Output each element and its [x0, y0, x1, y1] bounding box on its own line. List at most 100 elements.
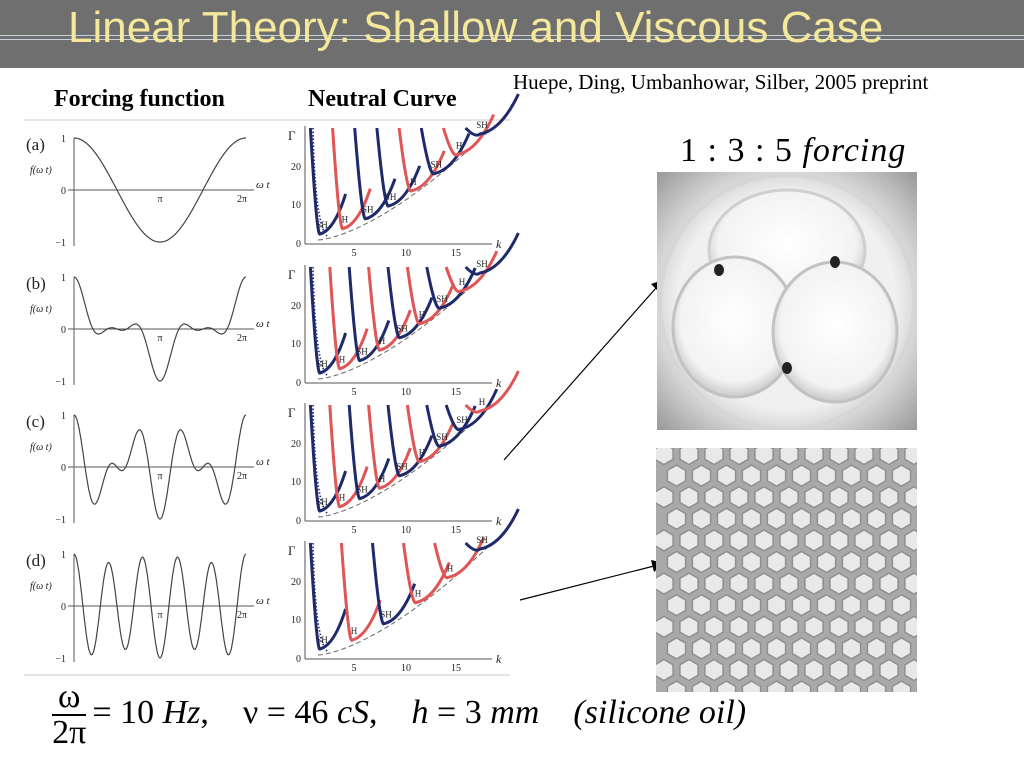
hex-cell: [666, 593, 687, 617]
hex-cell: [891, 593, 912, 617]
neutral-tongue: [397, 127, 446, 193]
neutral-tongue: [464, 93, 520, 137]
tongue-label: SH: [362, 205, 374, 215]
hex-cell: [841, 593, 862, 617]
arrow-to-top-photo: [503, 287, 657, 461]
hex-cell: [829, 448, 849, 466]
hex-cell: [904, 615, 917, 639]
forcing-xtick: π: [157, 194, 162, 205]
neutral-ytick: 0: [296, 654, 301, 665]
forcing-ytick: −1: [55, 515, 66, 526]
hex-cell: [679, 448, 699, 466]
hex-cell: [891, 637, 912, 660]
neutral-tongue: [425, 404, 477, 448]
neutral-tongue: [464, 232, 520, 276]
title-bar: [0, 0, 1024, 68]
neutral-tongue: [347, 266, 391, 363]
hex-cell: [829, 658, 849, 682]
hex-cell: [779, 485, 799, 509]
tongue-label: SH: [316, 359, 328, 369]
title-rule: [0, 39, 1024, 40]
neutral-tongue: [425, 266, 477, 310]
hex-cell: [741, 680, 762, 692]
hex-cell: [754, 529, 774, 552]
neutral-y-label: Γ: [288, 267, 296, 282]
hex-cell: [679, 658, 699, 682]
hex-cell: [716, 593, 737, 617]
hex-cell: [866, 507, 887, 531]
hex-cell: [866, 593, 887, 617]
neutral-tongue: [464, 508, 520, 552]
hex-cell: [841, 680, 862, 692]
hex-cell: [754, 448, 774, 466]
neutral-xtick: 5: [352, 663, 357, 674]
hex-cell: [866, 680, 887, 692]
hex-cell: [766, 507, 787, 531]
tongue-label: SH: [316, 497, 328, 507]
omega-over-2pi: ω 2π: [52, 678, 87, 751]
neutral-ytick: 10: [291, 339, 301, 350]
hex-cell: [779, 529, 799, 552]
neutral-envelope: [317, 406, 491, 518]
hex-cell: [829, 572, 849, 595]
forcing-curve: [74, 137, 246, 243]
tongue-label: SH: [380, 610, 392, 620]
hex-cell: [779, 658, 799, 682]
hex-cell: [879, 485, 899, 509]
hex-cell: [679, 529, 699, 552]
neutral-tongue: [386, 266, 434, 340]
tongue-label: SH: [385, 192, 397, 202]
forcing-ytick: 0: [61, 325, 66, 336]
neutral-tongue: [464, 370, 520, 414]
forcing-xtick: π: [157, 333, 162, 344]
hex-cell: [791, 593, 812, 617]
forcing-xtick: 2π: [237, 194, 247, 205]
hex-cell: [691, 464, 712, 487]
hex-cell: [666, 507, 687, 531]
neutral-x-label: k: [496, 514, 502, 528]
tongue-label: SH: [396, 462, 408, 472]
hex-cell: [656, 529, 674, 552]
hex-cell: [854, 615, 874, 639]
hex-cell: [754, 615, 774, 639]
hex-cell: [804, 485, 824, 509]
hex-cell: [804, 658, 824, 682]
hex-cell: [904, 658, 917, 682]
hex-cell: [741, 550, 762, 574]
tongue-label: SH: [316, 635, 328, 645]
neutral-tongue: [308, 127, 348, 236]
hex-cell: [741, 464, 762, 487]
hex-cell: [729, 658, 749, 682]
hex-cell: [854, 529, 874, 552]
forcing-xtick: π: [157, 471, 162, 482]
hex-cell: [754, 658, 774, 682]
hex-cell: [704, 572, 724, 595]
tongue-label: SH: [316, 220, 328, 230]
hex-cell: [779, 572, 799, 595]
hex-cell: [904, 448, 917, 466]
hex-cell: [791, 637, 812, 660]
neutral-x-label: k: [496, 652, 502, 666]
hex-cell: [704, 448, 724, 466]
arrow-to-bottom-photo: [519, 565, 655, 601]
forcing-ytick: 0: [61, 463, 66, 474]
hex-cell: [741, 637, 762, 660]
slide-title: Linear Theory: Shallow and Viscous Case: [68, 3, 884, 52]
hex-cell: [779, 448, 799, 466]
tongue-label: H: [351, 626, 358, 636]
forcing-ytick: 1: [61, 550, 66, 561]
tongue-label: H: [479, 397, 486, 407]
hex-cell: [816, 680, 837, 692]
neutral-ytick: 20: [291, 162, 301, 173]
tongue-label: SH: [356, 485, 368, 495]
hex-cell: [816, 464, 837, 487]
hex-cell: [766, 680, 787, 692]
neutral-xtick: 15: [451, 663, 461, 674]
hex-cell: [716, 637, 737, 660]
neutral-ytick: 20: [291, 577, 301, 588]
hex-cell: [679, 615, 699, 639]
neutral-ytick: 0: [296, 378, 301, 389]
hex-cell: [841, 507, 862, 531]
forcing-ytick: 1: [61, 134, 66, 145]
hex-cell: [866, 464, 887, 487]
